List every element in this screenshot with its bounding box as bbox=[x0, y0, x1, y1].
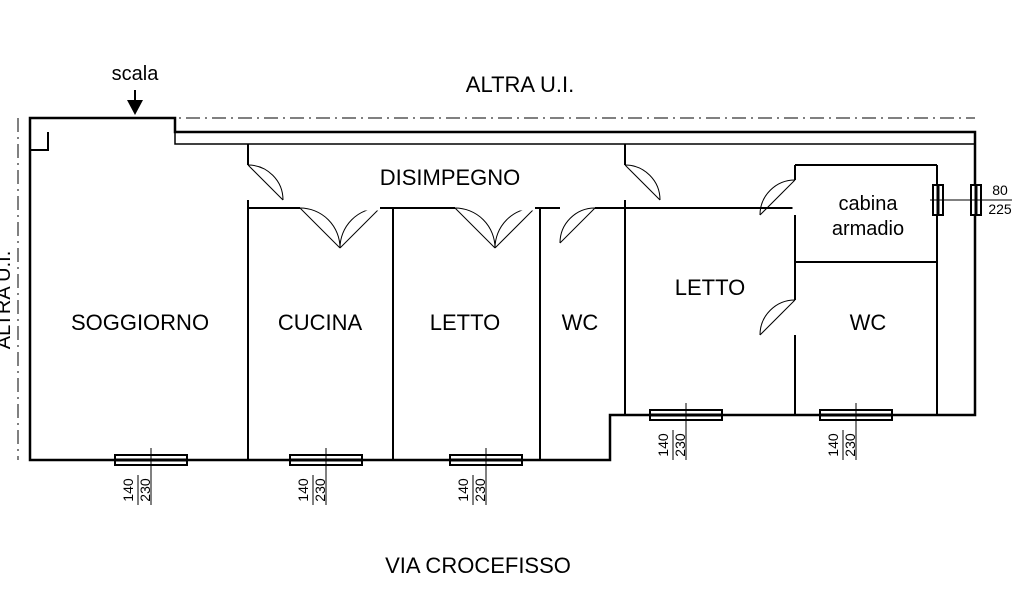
svg-text:225: 225 bbox=[988, 201, 1012, 217]
svg-text:140: 140 bbox=[655, 433, 671, 457]
svg-text:230: 230 bbox=[137, 478, 153, 502]
room-wc2: WC bbox=[850, 310, 887, 335]
bottom-label: VIA CROCEFISSO bbox=[385, 553, 571, 578]
room-letto1: LETTO bbox=[430, 310, 501, 335]
dim-window-5: 140 230 bbox=[825, 430, 858, 460]
dim-window-1: 140 230 bbox=[120, 475, 153, 505]
dim-window-2: 140 230 bbox=[295, 475, 328, 505]
top-label: ALTRA U.I. bbox=[466, 72, 574, 97]
svg-text:140: 140 bbox=[455, 478, 471, 502]
room-cucina: CUCINA bbox=[278, 310, 363, 335]
dim-window-4: 140 230 bbox=[655, 430, 688, 460]
room-cabina-1: cabina bbox=[839, 193, 899, 215]
svg-text:140: 140 bbox=[120, 478, 136, 502]
room-letto2: LETTO bbox=[675, 275, 746, 300]
svg-text:230: 230 bbox=[842, 433, 858, 457]
svg-text:230: 230 bbox=[672, 433, 688, 457]
wall-notch-tl bbox=[30, 132, 48, 150]
dim-window-3: 140 230 bbox=[455, 475, 488, 505]
svg-text:230: 230 bbox=[472, 478, 488, 502]
room-cabina-2: armadio bbox=[832, 218, 904, 240]
dim-window-right: 80 225 bbox=[988, 182, 1012, 217]
svg-text:140: 140 bbox=[825, 433, 841, 457]
room-disimpegno: DISIMPEGNO bbox=[380, 165, 521, 190]
room-soggiorno: SOGGIORNO bbox=[71, 310, 209, 335]
floorplan: scala ALTRA U.I. VIA CROCEFISSO SOGGIORN… bbox=[0, 0, 1024, 602]
svg-text:80: 80 bbox=[992, 182, 1008, 198]
scala-arrow-icon bbox=[127, 90, 143, 115]
svg-text:230: 230 bbox=[312, 478, 328, 502]
svg-text:140: 140 bbox=[295, 478, 311, 502]
scala-label: scala bbox=[112, 63, 160, 85]
room-wc1: WC bbox=[562, 310, 599, 335]
left-vertical-label: ALTRA U.I. bbox=[0, 251, 15, 350]
wall-inner-top bbox=[175, 132, 975, 144]
